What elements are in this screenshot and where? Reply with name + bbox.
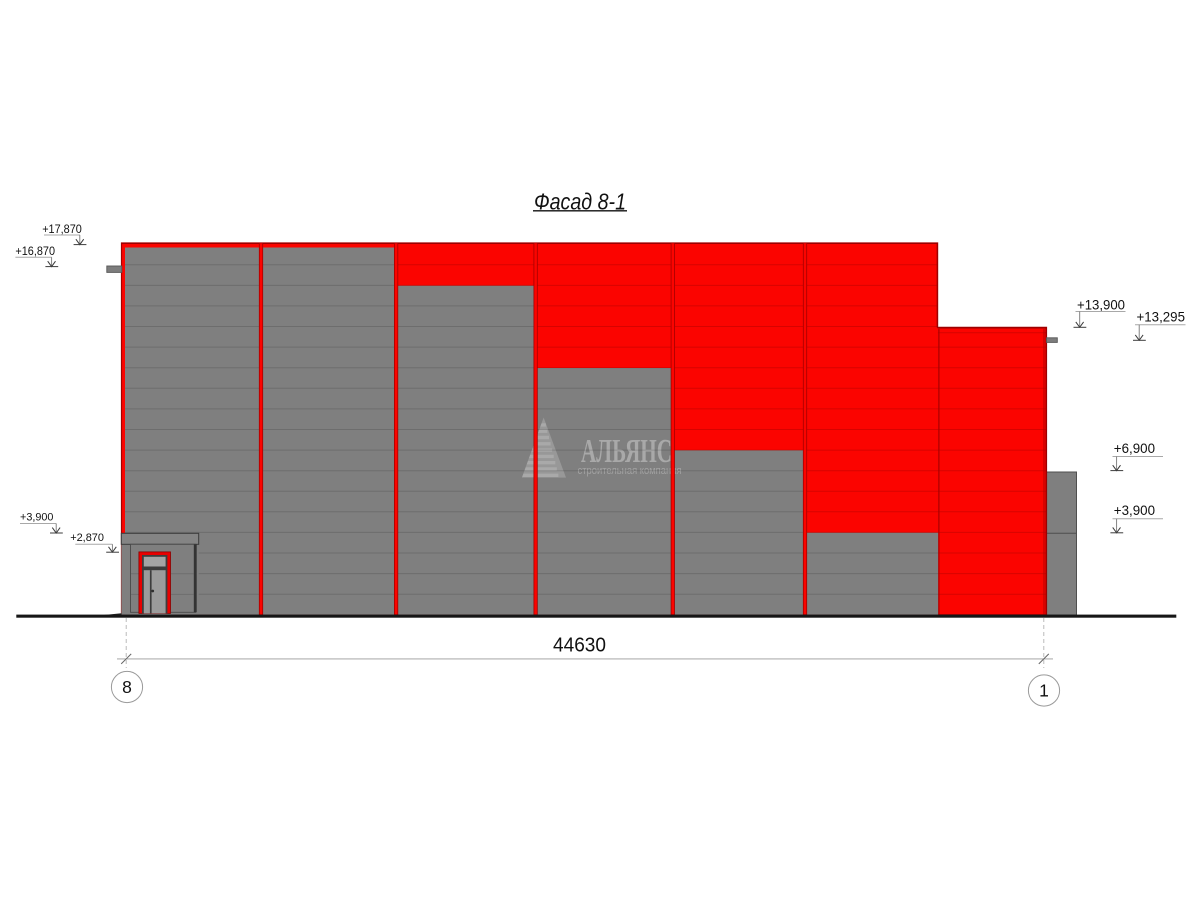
svg-text:+17,870: +17,870 xyxy=(42,222,82,236)
svg-text:строительная компания: строительная компания xyxy=(578,465,682,477)
svg-text:44630: 44630 xyxy=(553,635,606,657)
svg-text:+2,870: +2,870 xyxy=(70,532,104,544)
svg-text:8: 8 xyxy=(122,677,132,697)
svg-text:АЛЬЯНС: АЛЬЯНС xyxy=(581,433,672,470)
svg-text:+13,900: +13,900 xyxy=(1077,297,1125,312)
svg-text:+3,900: +3,900 xyxy=(1114,503,1156,518)
svg-text:+13,295: +13,295 xyxy=(1137,310,1186,325)
svg-text:1: 1 xyxy=(1039,681,1049,701)
svg-text:+6,900: +6,900 xyxy=(1114,441,1156,456)
svg-text:+16,870: +16,870 xyxy=(15,244,55,258)
svg-text:+3,900: +3,900 xyxy=(20,512,53,524)
